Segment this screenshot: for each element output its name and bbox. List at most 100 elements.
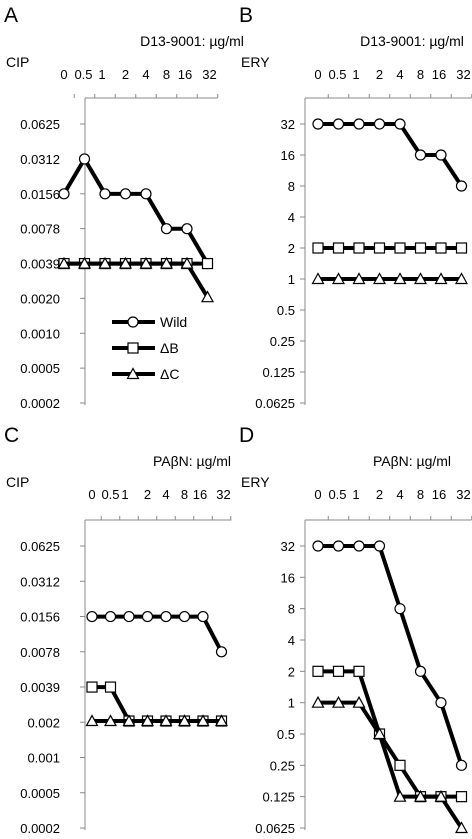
legend-circle-icon (127, 316, 139, 328)
x-tick-label: 0 (314, 487, 321, 502)
y-tick-label: 4 (288, 210, 295, 225)
circle-point (414, 665, 427, 677)
circle-point (99, 188, 111, 200)
y-tick-label: 0.0625 (20, 539, 60, 554)
legend-label: ΔB (160, 340, 179, 356)
circle-point (373, 540, 386, 552)
triangle-point (200, 290, 215, 303)
square-point (394, 759, 406, 771)
series-circle-line (62, 156, 210, 265)
circle-point (215, 646, 228, 658)
circle-point (414, 149, 427, 161)
y-tick-label: 8 (288, 179, 295, 194)
y-tick-label: 0.0039 (20, 257, 60, 272)
triangle-point (372, 727, 387, 740)
panel-c: C CIP PAβN: µg/ml 0 0.5 1 2 4 8 16 32 0.0625 0.0312 0… (4, 424, 232, 836)
legend-label: ΔC (160, 366, 179, 382)
x-tick-label: 0 (314, 67, 321, 82)
y-axis-label: CIP (6, 474, 29, 490)
y-tick-label: 2 (288, 664, 295, 679)
circle-point (160, 223, 173, 235)
x-tick-label: 2 (144, 487, 151, 502)
y-tick-label: 1 (288, 696, 295, 711)
triangle-point (454, 272, 469, 285)
y-tick-label: 0.0625 (255, 396, 295, 411)
x-tick-label: 0.5 (74, 67, 92, 82)
triangle-point (331, 272, 346, 285)
y-tick-label: 16 (281, 570, 295, 585)
triangle-point (77, 256, 92, 269)
circle-point (332, 540, 345, 552)
x-tick-label: 2 (376, 487, 383, 502)
x-tick-label: 1 (352, 487, 359, 502)
x-tick-label: 1 (121, 487, 128, 502)
x-tick-label: 2 (376, 67, 383, 82)
x-tick-label: 8 (417, 487, 424, 502)
triangle-point (85, 714, 99, 727)
circle-point (332, 118, 345, 130)
square-point (435, 242, 447, 254)
circle-point (78, 153, 91, 165)
y-tick-label: 0.0010 (20, 326, 60, 341)
triangle-point (372, 272, 387, 285)
triangle-point (393, 789, 407, 802)
y-tick-label: 0.0039 (20, 680, 60, 695)
x-tick-label: 4 (142, 67, 149, 82)
circle-point (435, 697, 447, 709)
triangle-point (352, 272, 366, 285)
panel-letter: C (4, 424, 19, 447)
triangle-point (180, 256, 194, 269)
circle-point (104, 610, 117, 623)
square-point (201, 257, 214, 270)
circle-point (353, 540, 365, 552)
circle-point (140, 188, 152, 200)
panel-letter: A (4, 4, 18, 27)
chart-title: PAβN: µg/ml (373, 453, 451, 469)
triangle-point (214, 714, 229, 727)
y-tick-label: 32 (281, 539, 295, 554)
circle-point (394, 603, 406, 615)
circle-point (178, 610, 191, 623)
triangle-point (413, 272, 428, 285)
x-tick-label: 4 (396, 487, 403, 502)
chart-title: D13-9001: µg/ml (140, 33, 244, 49)
y-tick-label: 0.0002 (20, 821, 60, 836)
triangle-point (140, 714, 155, 727)
x-tick-label: 16 (432, 67, 446, 82)
legend-triangle-icon (126, 367, 140, 380)
y-tick-label: 0.25 (270, 334, 295, 349)
x-tick-label: 32 (456, 487, 470, 502)
panel-letter: D (239, 424, 254, 447)
triangle-point (331, 695, 346, 708)
x-tick-label: 8 (417, 67, 424, 82)
x-tick-label: 1 (352, 67, 359, 82)
square-point (312, 242, 324, 254)
triangle-point (196, 714, 210, 727)
y-tick-label: 0.0005 (20, 786, 60, 801)
triangle-point (352, 695, 366, 708)
legend-square-icon (127, 342, 139, 354)
circle-point (123, 610, 135, 623)
x-tick-label: 16 (432, 487, 446, 502)
y-tick-label: 0.0312 (20, 152, 60, 167)
square-point (332, 242, 345, 254)
y-axis-label: ERY (241, 474, 270, 490)
y-tick-label: 16 (281, 148, 295, 163)
square-point (394, 242, 406, 254)
circle-point (455, 759, 468, 771)
x-tick-label: 0.5 (101, 487, 119, 502)
x-tick-label: 0.5 (328, 487, 346, 502)
circle-point (394, 118, 406, 130)
y-tick-label: 0.25 (270, 758, 295, 773)
circle-point (160, 610, 172, 623)
triangle-point (434, 272, 448, 285)
y-tick-label: 0.001 (27, 751, 60, 766)
x-tick-label: 16 (193, 487, 207, 502)
y-tick-label: 0.5 (277, 727, 295, 742)
y-tick-label: 0.5 (277, 303, 295, 318)
chart-title: PAβN: µg/ml (153, 453, 231, 469)
y-tick-label: 2 (288, 241, 295, 256)
triangle-point (177, 714, 192, 727)
